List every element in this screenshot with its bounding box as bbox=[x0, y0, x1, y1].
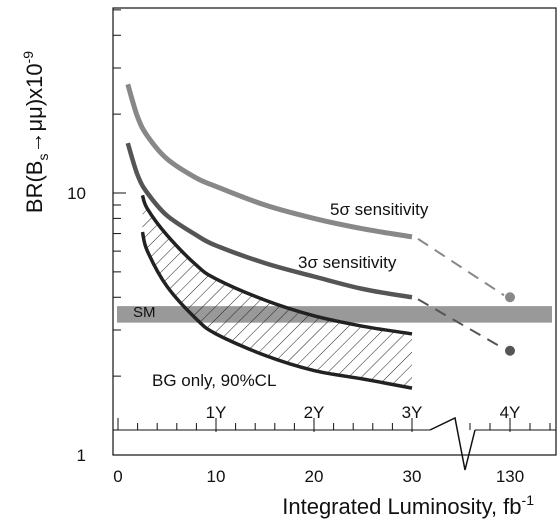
year-label: 2Y bbox=[304, 403, 325, 422]
year-label: 3Y bbox=[402, 403, 423, 422]
exclusion-hatch bbox=[142, 195, 412, 389]
plot-frame bbox=[112, 7, 557, 456]
x-axis-label: Integrated Luminosity, fb-1 bbox=[282, 492, 534, 519]
series-line-1 bbox=[125, 83, 413, 240]
x-tick-label: 10 bbox=[207, 467, 226, 486]
y-tick-label: 10 bbox=[67, 184, 86, 203]
series-line-2 bbox=[125, 142, 413, 300]
x-tick-label: 20 bbox=[305, 467, 324, 486]
series-line-4 bbox=[140, 231, 413, 390]
x-tick-label: 30 bbox=[403, 467, 422, 486]
x-tick-label: 130 bbox=[496, 467, 524, 486]
y-tick-label: 1 bbox=[77, 446, 86, 465]
axis-break-icon bbox=[429, 416, 476, 471]
projection-point-1 bbox=[505, 292, 515, 303]
projection-line-1 bbox=[417, 238, 505, 297]
series-line-3 bbox=[140, 194, 413, 336]
projection-point-2 bbox=[505, 345, 515, 356]
sm-band-label: SM bbox=[133, 304, 156, 321]
series-label-1: 5σ sensitivity bbox=[330, 200, 429, 219]
x-tick-label: 0 bbox=[113, 467, 122, 486]
year-label: 4Y bbox=[500, 403, 521, 422]
series-label-2: 3σ sensitivity bbox=[298, 253, 397, 272]
y-axis-label: BR(Bs→μμ)x10-9 bbox=[20, 51, 51, 213]
projection-line-2 bbox=[417, 298, 505, 350]
series-label-4: BG only, 90%CL bbox=[152, 371, 276, 390]
year-label: 1Y bbox=[206, 403, 227, 422]
